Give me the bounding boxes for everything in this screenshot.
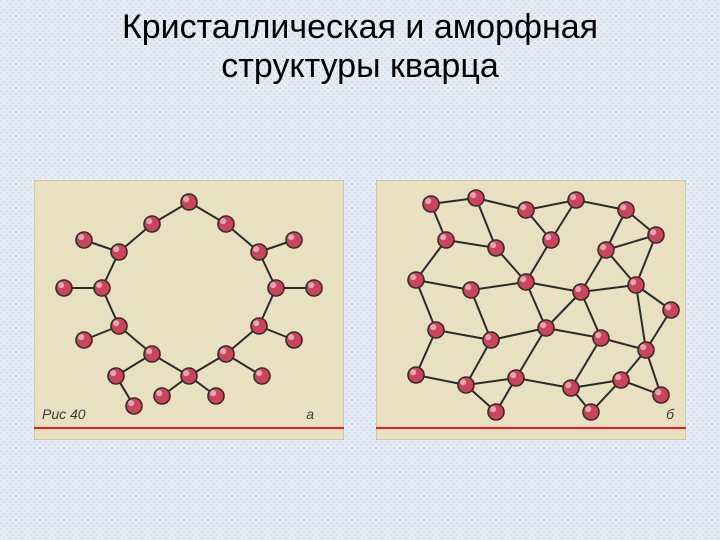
atom	[613, 372, 629, 388]
atom	[144, 346, 160, 362]
atom	[306, 280, 322, 296]
atom	[648, 227, 664, 243]
atom	[458, 377, 474, 393]
atom	[653, 387, 669, 403]
atom	[408, 367, 424, 383]
atom	[181, 194, 197, 210]
atom	[573, 284, 589, 300]
atom	[144, 216, 160, 232]
figure-number: Рис 40	[42, 406, 86, 422]
atom	[598, 242, 614, 258]
atom	[563, 380, 579, 396]
atom	[488, 404, 504, 420]
atom	[76, 232, 92, 248]
atom	[593, 330, 609, 346]
atom	[111, 244, 127, 260]
panel-crystalline: Рис 40 а	[34, 180, 344, 440]
atom	[423, 196, 439, 212]
atom	[618, 202, 634, 218]
atom	[408, 272, 424, 288]
panels-row: Рис 40 а б	[34, 180, 686, 448]
atom	[518, 202, 534, 218]
panel-amorphous: б	[376, 180, 686, 440]
atom	[286, 232, 302, 248]
atom	[518, 274, 534, 290]
atom	[108, 368, 124, 384]
atom	[538, 320, 554, 336]
atom	[56, 280, 72, 296]
atom	[463, 282, 479, 298]
atom	[251, 244, 267, 260]
atom	[483, 332, 499, 348]
atom	[628, 277, 644, 293]
atom	[218, 346, 234, 362]
atom	[638, 342, 654, 358]
atom	[488, 240, 504, 256]
atom	[543, 232, 559, 248]
panel-label-b: б	[666, 406, 674, 422]
atom	[94, 280, 110, 296]
atom	[76, 332, 92, 348]
panel-crystalline-svg	[34, 180, 344, 440]
atom	[111, 318, 127, 334]
panel-label-a: а	[306, 406, 314, 422]
slide-title: Кристаллическая и аморфная структуры ква…	[0, 8, 720, 86]
atom	[181, 368, 197, 384]
slide: Кристаллическая и аморфная структуры ква…	[0, 0, 720, 540]
atom	[268, 280, 284, 296]
atom	[251, 318, 267, 334]
atom	[254, 368, 270, 384]
panel-amorphous-svg	[376, 180, 686, 440]
atom	[583, 404, 599, 420]
atom	[428, 322, 444, 338]
atom	[508, 370, 524, 386]
atom	[568, 192, 584, 208]
atom	[438, 232, 454, 248]
atom	[663, 302, 679, 318]
atom	[208, 388, 224, 404]
atom	[126, 398, 142, 414]
atom	[218, 216, 234, 232]
atom	[468, 190, 484, 206]
atom	[286, 332, 302, 348]
atom	[154, 388, 170, 404]
